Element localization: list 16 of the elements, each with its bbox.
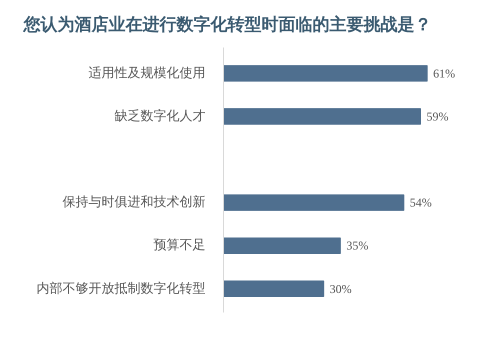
data-label: 35% [346,238,368,253]
bar [224,194,404,211]
data-label: 30% [330,282,352,296]
y-tick-label: 缺乏数字化人才 [114,108,206,124]
y-tick-label: 保持与时俱进和技术创新 [62,195,206,210]
bar [224,280,324,298]
bar [224,108,421,125]
data-label: 61% [433,66,456,80]
data-label: 54% [410,196,432,210]
y-tick-label: 预算不足 [154,238,206,254]
y-tick-label: 内部不够开放抵制数字化转型 [36,280,206,296]
data-label: 59% [426,109,448,124]
bar [224,237,341,254]
bar [224,65,428,82]
chart-title: 您认为酒店业在进行数字化转型时面临的主要挑战是？ [22,15,432,35]
y-tick-label: 适用性及规模化使用 [88,66,206,81]
